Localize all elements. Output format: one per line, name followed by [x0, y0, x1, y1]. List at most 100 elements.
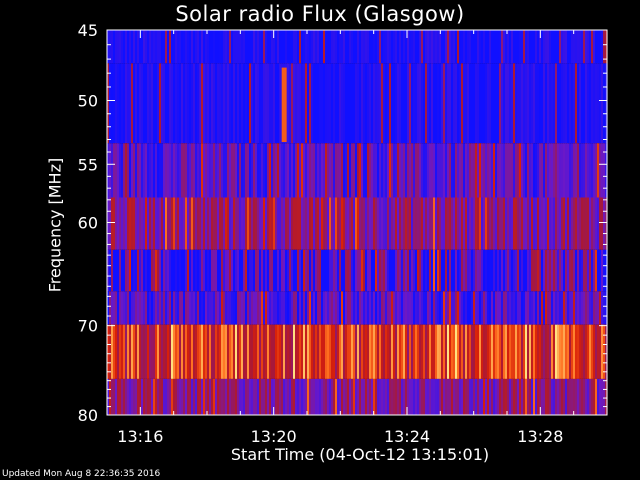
heatmap-cell-band-5	[221, 291, 224, 325]
heatmap-cell-band-7	[295, 378, 298, 415]
heatmap-cell-band-7	[375, 378, 378, 415]
heatmap-cell-band-2	[285, 143, 288, 198]
heatmap-cell-band-5	[383, 291, 386, 325]
heatmap-cell-band-5	[553, 291, 556, 325]
heatmap-cell-band-6	[151, 324, 154, 379]
heatmap-cell-band-4	[425, 249, 428, 292]
heatmap-cells	[107, 30, 608, 415]
heatmap-cell-band-7	[513, 378, 516, 415]
heatmap-cell-band-5	[339, 291, 342, 325]
heatmap-cell-band-2	[127, 143, 130, 198]
heatmap-cell-band-0	[565, 30, 568, 64]
heatmap-cell-band-2	[477, 143, 480, 198]
heatmap-cell-band-2	[147, 143, 150, 198]
heatmap-cell-band-2	[221, 143, 224, 198]
heatmap-cell-band-7	[605, 378, 608, 415]
heatmap-cell-band-4	[259, 249, 262, 292]
heatmap-cell-band-6	[435, 324, 438, 379]
heatmap-cell-band-3	[471, 197, 474, 250]
heatmap-cell-band-2	[319, 143, 322, 198]
heatmap-cell-band-6	[343, 324, 346, 379]
heatmap-cell-band-4	[437, 249, 440, 292]
heatmap-cell-band-2	[497, 143, 500, 198]
heatmap-cell-band-0	[533, 30, 536, 64]
heatmap-cell-band-3	[225, 197, 228, 250]
heatmap-cell-band-6	[229, 324, 232, 379]
heatmap-cell-band-6	[175, 324, 178, 379]
heatmap-cell-band-0	[511, 30, 514, 64]
heatmap-cell-band-1	[527, 63, 530, 144]
heatmap-cell-band-1	[475, 63, 478, 144]
heatmap-cell-band-4	[351, 249, 354, 292]
heatmap-cell-band-3	[463, 197, 466, 250]
heatmap-cell-band-3	[427, 197, 430, 250]
heatmap-cell-band-3	[321, 197, 324, 250]
heatmap-cell-band-4	[311, 249, 314, 292]
heatmap-cell-band-2	[153, 143, 156, 198]
heatmap-cell-band-4	[531, 249, 534, 292]
heatmap-cell-band-7	[509, 378, 512, 415]
heatmap-cell-band-6	[553, 324, 556, 379]
heatmap-cell-band-1	[107, 63, 110, 144]
heatmap-cell-band-4	[549, 249, 552, 292]
heatmap-cell-band-3	[133, 197, 136, 250]
heatmap-cell-band-5	[177, 291, 180, 325]
heatmap-cell-band-4	[187, 249, 190, 292]
heatmap-cell-band-4	[479, 249, 482, 292]
heatmap-cell-band-0	[271, 30, 274, 64]
heatmap-cell-band-2	[517, 143, 520, 198]
heatmap-cell-band-3	[519, 197, 522, 250]
heatmap-cell-band-1	[447, 63, 450, 144]
heatmap-cell-band-4	[241, 249, 244, 292]
heatmap-cell-band-4	[413, 249, 416, 292]
heatmap-cell-band-3	[425, 197, 428, 250]
heatmap-cell-band-2	[575, 143, 578, 198]
heatmap-cell-band-5	[123, 291, 126, 325]
heatmap-cell-band-3	[219, 197, 222, 250]
heatmap-cell-band-4	[359, 249, 362, 292]
heatmap-cell-band-3	[279, 197, 282, 250]
heatmap-cell-band-3	[235, 197, 238, 250]
heatmap-cell-band-0	[151, 30, 154, 64]
heatmap-cell-band-2	[265, 143, 268, 198]
heatmap-cell-band-6	[551, 324, 554, 379]
heatmap-cell-band-7	[331, 378, 334, 415]
heatmap-cell-band-3	[243, 197, 246, 250]
heatmap-cell-band-1	[161, 63, 164, 144]
heatmap-cell-band-3	[525, 197, 528, 250]
heatmap-cell-band-0	[593, 30, 596, 64]
heatmap-cell-band-1	[163, 63, 166, 144]
heatmap-cell-band-7	[595, 378, 598, 415]
heatmap-cell-band-7	[149, 378, 152, 415]
heatmap-cell-band-1	[341, 63, 344, 144]
heatmap-cell-band-7	[321, 378, 324, 415]
heatmap-cell-band-4	[245, 249, 248, 292]
heatmap-cell-band-0	[465, 30, 468, 64]
heatmap-cell-band-2	[601, 143, 604, 198]
heatmap-cell-band-1	[193, 63, 196, 144]
heatmap-cell-band-7	[429, 378, 432, 415]
heatmap-cell-band-4	[353, 249, 356, 292]
heatmap-cell-band-2	[549, 143, 552, 198]
heatmap-cell-band-4	[599, 249, 602, 292]
heatmap-cell-band-1	[517, 63, 520, 144]
heatmap-cell-band-6	[465, 324, 468, 379]
heatmap-cell-band-2	[301, 143, 304, 198]
heatmap-cell-band-6	[401, 324, 404, 379]
heatmap-cell-band-5	[471, 291, 474, 325]
heatmap-cell-band-2	[487, 143, 490, 198]
heatmap-cell-band-1	[141, 63, 144, 144]
heatmap-cell-band-7	[271, 378, 274, 415]
heatmap-cell-band-1	[351, 63, 354, 144]
heatmap-cell-band-7	[385, 378, 388, 415]
heatmap-cell-band-0	[471, 30, 474, 64]
heatmap-cell-band-7	[335, 378, 338, 415]
heatmap-cell-band-3	[369, 197, 372, 250]
heatmap-cell-band-1	[485, 63, 488, 144]
heatmap-cell-band-0	[479, 30, 482, 64]
heatmap-cell-band-5	[505, 291, 508, 325]
heatmap-cell-band-5	[147, 291, 150, 325]
heatmap-cell-band-2	[253, 143, 256, 198]
heatmap-cell-band-7	[143, 378, 146, 415]
heatmap-cell-band-1	[439, 63, 442, 144]
